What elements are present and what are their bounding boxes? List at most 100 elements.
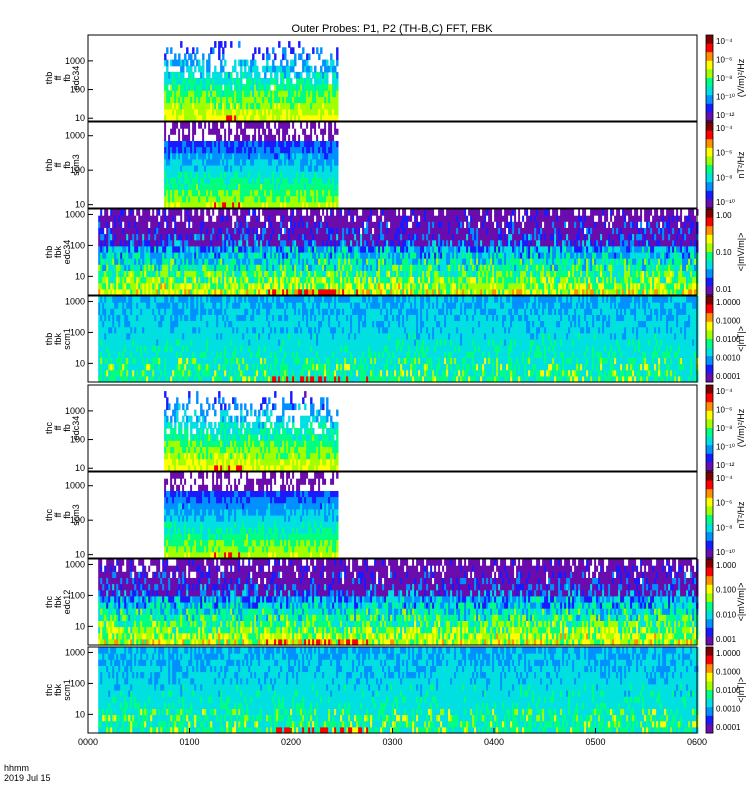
colorbar-tick-label: 10⁻⁴ [716, 124, 733, 133]
y-tick-label: 1000 [65, 559, 85, 569]
panel-5: 101001000thcfffbedc3410⁻⁴10⁻⁶10⁻⁸10⁻¹⁰10… [44, 384, 746, 473]
colorbar-label: (V/m)²/Hz [736, 408, 746, 447]
y-tick-label: 10 [75, 358, 85, 368]
colorbar-tick-label: 0.0010 [716, 354, 741, 363]
panel-2: 10 100 1000 thbfffbscm3 10⁻⁴ 10⁻⁶ 10⁻⁸ 10⁻¹⁰ nT²… [44, 121, 746, 210]
x-tick-label: 0100 [179, 737, 199, 747]
plot-frame [87, 471, 698, 559]
colorbar-tick-label: 0.0010 [716, 705, 741, 714]
y-tick-label: 100 [70, 435, 85, 445]
colorbar: 1.0000 0.1000 0.0100 0.0010 0.0001 <|nT|> [705, 646, 746, 734]
y-tick-label: 1000 [65, 481, 85, 491]
plot-frame [87, 384, 698, 472]
spectrogram-data [164, 391, 339, 472]
y-tick-label: 100 [70, 85, 85, 95]
colorbar: 10⁻⁴ 10⁻⁶ 10⁻⁸ 10⁻¹⁰ 10⁻¹² (V/m)²/Hz [705, 34, 746, 122]
spectrogram-data [98, 209, 699, 296]
colorbar-tick-label: 0.01 [716, 285, 732, 294]
colorbar-tick-label: 10⁻¹² [716, 461, 735, 470]
panel-ylabel: thbfbkedc34 [44, 240, 72, 265]
y-tick-label: 10 [75, 200, 85, 210]
x-tick-label: 0500 [585, 737, 605, 747]
y-tick-label: 1000 [65, 296, 85, 306]
colorbar-tick-label: 10⁻¹⁰ [716, 548, 735, 557]
colorbar-tick-label: 10⁻¹⁰ [716, 198, 735, 207]
colorbar-tick-label: 10⁻⁸ [716, 523, 733, 532]
time-axis: 0000 0100 0200 0300 0400 0500 0600 [78, 728, 707, 747]
plot-frame [87, 34, 698, 122]
panel-4: 10 100 1000 thbfbkscm1 1.0000 0.1000 0.0100 0.0… [44, 295, 746, 383]
colorbar-label: <|nT|> [736, 677, 746, 703]
panel-ylabel: thbfffbedc34 [44, 66, 81, 91]
spectrogram-data [98, 647, 699, 734]
colorbar: 10⁻⁴ 10⁻⁶ 10⁻⁸ 10⁻¹⁰ nT²/Hz [705, 121, 746, 209]
plot-frame [87, 121, 698, 209]
colorbar-tick-label: 10⁻⁴ [716, 37, 733, 46]
spectrogram-data [98, 296, 699, 383]
panel-ylabel: thbfffbscm3 [44, 154, 81, 176]
chart-title: Outer Probes: P1, P2 (TH-B,C) FFT, FBK [291, 23, 493, 35]
colorbar-tick-label: 1.0000 [716, 298, 741, 307]
colorbar-tick-label: 0.10 [716, 248, 732, 257]
colorbar-tick-label: 10⁻⁸ [716, 74, 733, 83]
panel-7: 10 100 1000 thcfbkedc12 1.000 0.100 0.010 0.001… [44, 558, 746, 646]
panel-ylabel: thcfbkedc12 [44, 590, 72, 615]
colorbar-tick-label: 0.0001 [716, 723, 741, 732]
colorbar-tick-label: 10⁻⁶ [716, 499, 732, 508]
y-tick-label: 1000 [65, 209, 85, 219]
x-tick-label: 0600 [687, 737, 707, 747]
colorbar-label: nT²/Hz [736, 151, 746, 179]
colorbar: 1.000 0.100 0.010 0.001 <|mV/m|> [705, 558, 746, 646]
y-tick-label: 100 [70, 678, 85, 688]
colorbar-tick-label: 10⁻⁸ [716, 173, 733, 182]
date-label-day: 2019 Jul 15 [4, 773, 51, 783]
x-tick-label: 0400 [484, 737, 504, 747]
colorbar-label: <|mV/m|> [736, 583, 746, 622]
colorbar-tick-label: 10⁻⁶ [716, 406, 732, 415]
colorbar-tick-label: 10⁻⁸ [716, 424, 733, 433]
plot-frame [87, 558, 698, 646]
panels-group: 101001000thbfffbedc3410⁻⁴10⁻⁶10⁻⁸10⁻¹⁰10… [44, 34, 746, 734]
spectrogram-data [98, 559, 699, 646]
y-tick-label: 10 [75, 113, 85, 123]
colorbar-label: (V/m)²/Hz [736, 58, 746, 97]
colorbar: 10⁻⁴ 10⁻⁶ 10⁻⁸ 10⁻¹⁰ 10⁻¹² (V/m)²/Hz [705, 384, 746, 472]
colorbar-tick-label: 10⁻⁴ [716, 474, 733, 483]
colorbar-tick-label: 10⁻⁶ [716, 56, 732, 65]
colorbar-tick-label: 0.001 [716, 635, 737, 644]
panel-1: 101001000thbfffbedc3410⁻⁴10⁻⁶10⁻⁸10⁻¹⁰10… [44, 34, 746, 123]
x-tick-label: 0000 [78, 737, 98, 747]
plot-frame [87, 208, 698, 296]
y-tick-label: 1000 [65, 406, 85, 416]
panel-ylabel: thcfffbedc34 [44, 416, 81, 441]
panel-ylabel: thbfbkscm1 [44, 328, 72, 350]
spectrogram-data [164, 122, 339, 209]
date-label-hhmm: hhmm [4, 763, 29, 773]
colorbar-label: nT²/Hz [736, 501, 746, 529]
colorbar-tick-label: 0.0001 [716, 372, 741, 381]
y-tick-label: 100 [70, 165, 85, 175]
panel-6: 10 100 1000 thcfffbscm3 10⁻⁴ 10⁻⁶ 10⁻⁸ 10⁻¹⁰ nT²… [44, 471, 746, 560]
colorbar-tick-label: 10⁻⁶ [716, 149, 732, 158]
panel-ylabel: thcfbkscm1 [44, 679, 72, 701]
colorbar: 1.0000 0.1000 0.0100 0.0010 0.0001 <|nT|> [705, 295, 746, 383]
colorbar-tick-label: 10⁻¹⁰ [716, 93, 735, 102]
x-tick-label: 0300 [382, 737, 402, 747]
colorbar-tick-label: 1.000 [716, 561, 737, 570]
y-tick-label: 100 [70, 240, 85, 250]
spectrogram-data [164, 472, 339, 559]
panel-ylabel: thcfffbscm3 [44, 504, 81, 526]
colorbar-label: <|mV/m|> [736, 233, 746, 272]
colorbar-tick-label: 0.0100 [716, 335, 741, 344]
x-tick-label: 0200 [281, 737, 301, 747]
colorbar-tick-label: 0.100 [716, 586, 737, 595]
y-tick-label: 100 [70, 590, 85, 600]
colorbar-tick-label: 1.00 [716, 211, 732, 220]
y-tick-label: 1000 [65, 56, 85, 66]
colorbar-tick-label: 0.1000 [716, 317, 741, 326]
y-tick-label: 10 [75, 550, 85, 560]
y-tick-label: 100 [70, 515, 85, 525]
y-tick-label: 1000 [65, 647, 85, 657]
colorbar-tick-label: 0.010 [716, 610, 737, 619]
